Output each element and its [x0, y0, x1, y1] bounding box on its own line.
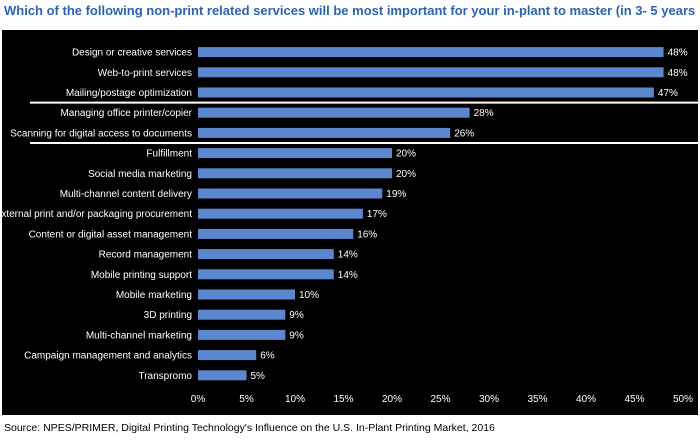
x-tick-label: 25%	[430, 394, 450, 405]
value-label: 14%	[338, 270, 358, 281]
value-label: 20%	[396, 149, 416, 160]
category-label: Mobile printing support	[91, 270, 192, 281]
value-label: 9%	[289, 330, 304, 341]
value-label: 14%	[338, 250, 358, 261]
bar	[198, 249, 334, 260]
x-tick-label: 0%	[191, 394, 206, 405]
bar	[198, 168, 392, 179]
x-tick-label: 5%	[239, 394, 254, 405]
value-label: 16%	[357, 229, 377, 240]
value-label: 6%	[260, 351, 275, 362]
value-label: 9%	[289, 310, 304, 321]
bar	[198, 269, 334, 280]
x-tick-label: 30%	[479, 394, 499, 405]
category-label: Design or creative services	[72, 48, 192, 59]
category-label: Campaign management and analytics	[24, 351, 192, 362]
category-label: Multi-channel content delivery	[60, 189, 192, 200]
group-dividers	[30, 101, 698, 144]
x-tick-label: 45%	[624, 394, 644, 405]
bar	[198, 289, 295, 300]
category-label: Social media marketing	[88, 169, 192, 180]
category-label: Record management	[99, 250, 193, 261]
x-tick-label: 50%	[673, 394, 693, 405]
source-note: Source: NPES/PRIMER, Digital Printing Te…	[4, 422, 495, 434]
value-label: 19%	[386, 189, 406, 200]
chart-panel: Design or creative services Web-to-print …	[0, 30, 698, 415]
category-label: Content or digital asset management	[29, 229, 193, 240]
bar	[198, 208, 363, 219]
bar	[198, 127, 451, 138]
value-label: 17%	[367, 209, 387, 220]
x-axis: 0% 5% 10% 15% 20% 25% 30% 35% 40% 45% 50%	[191, 394, 693, 405]
bar	[198, 309, 286, 320]
bar	[198, 107, 470, 118]
category-label: Web-to-print services	[98, 68, 192, 79]
value-label: 48%	[668, 48, 688, 59]
category-label: 3D printing	[144, 310, 192, 321]
value-label: 28%	[474, 108, 494, 119]
x-tick-label: 35%	[527, 394, 547, 405]
x-tick-label: 40%	[576, 394, 596, 405]
category-label: External print and/or packaging procurem…	[2, 209, 192, 220]
x-tick-label: 15%	[333, 394, 353, 405]
category-labels: Design or creative services Web-to-print …	[0, 48, 193, 382]
chart-title: Which of the following non-print related…	[4, 3, 698, 18]
bar	[198, 329, 286, 340]
category-label: Scanning for digital access to documents	[10, 128, 192, 139]
value-label: 5%	[251, 371, 266, 382]
category-label: Multi-channel marketing	[86, 330, 192, 341]
category-label: Transpromo	[138, 371, 192, 382]
category-label: Managing office printer/copier	[60, 108, 192, 119]
value-label: 20%	[396, 169, 416, 180]
bar	[198, 370, 247, 381]
bars	[198, 47, 664, 381]
value-label: 10%	[299, 290, 319, 301]
bar	[198, 148, 392, 159]
bar-chart: Design or creative services Web-to-print …	[0, 47, 698, 405]
bar	[198, 228, 354, 239]
bar	[198, 87, 654, 98]
value-label: 26%	[454, 128, 474, 139]
bar	[198, 188, 383, 199]
value-label: 48%	[668, 68, 688, 79]
value-labels: 48% 48% 47% 28%26% 20% 20% 19% 17% 16% 14% 14% 10% 9…	[251, 48, 688, 382]
bar	[198, 350, 257, 361]
bar	[198, 47, 664, 58]
bar	[198, 67, 664, 78]
category-label: Mobile marketing	[116, 290, 192, 301]
category-label: Mailing/postage optimization	[66, 88, 192, 99]
value-label: 47%	[658, 88, 678, 99]
x-tick-label: 10%	[285, 394, 305, 405]
category-label: Fulfillment	[146, 149, 192, 160]
x-tick-label: 20%	[382, 394, 402, 405]
